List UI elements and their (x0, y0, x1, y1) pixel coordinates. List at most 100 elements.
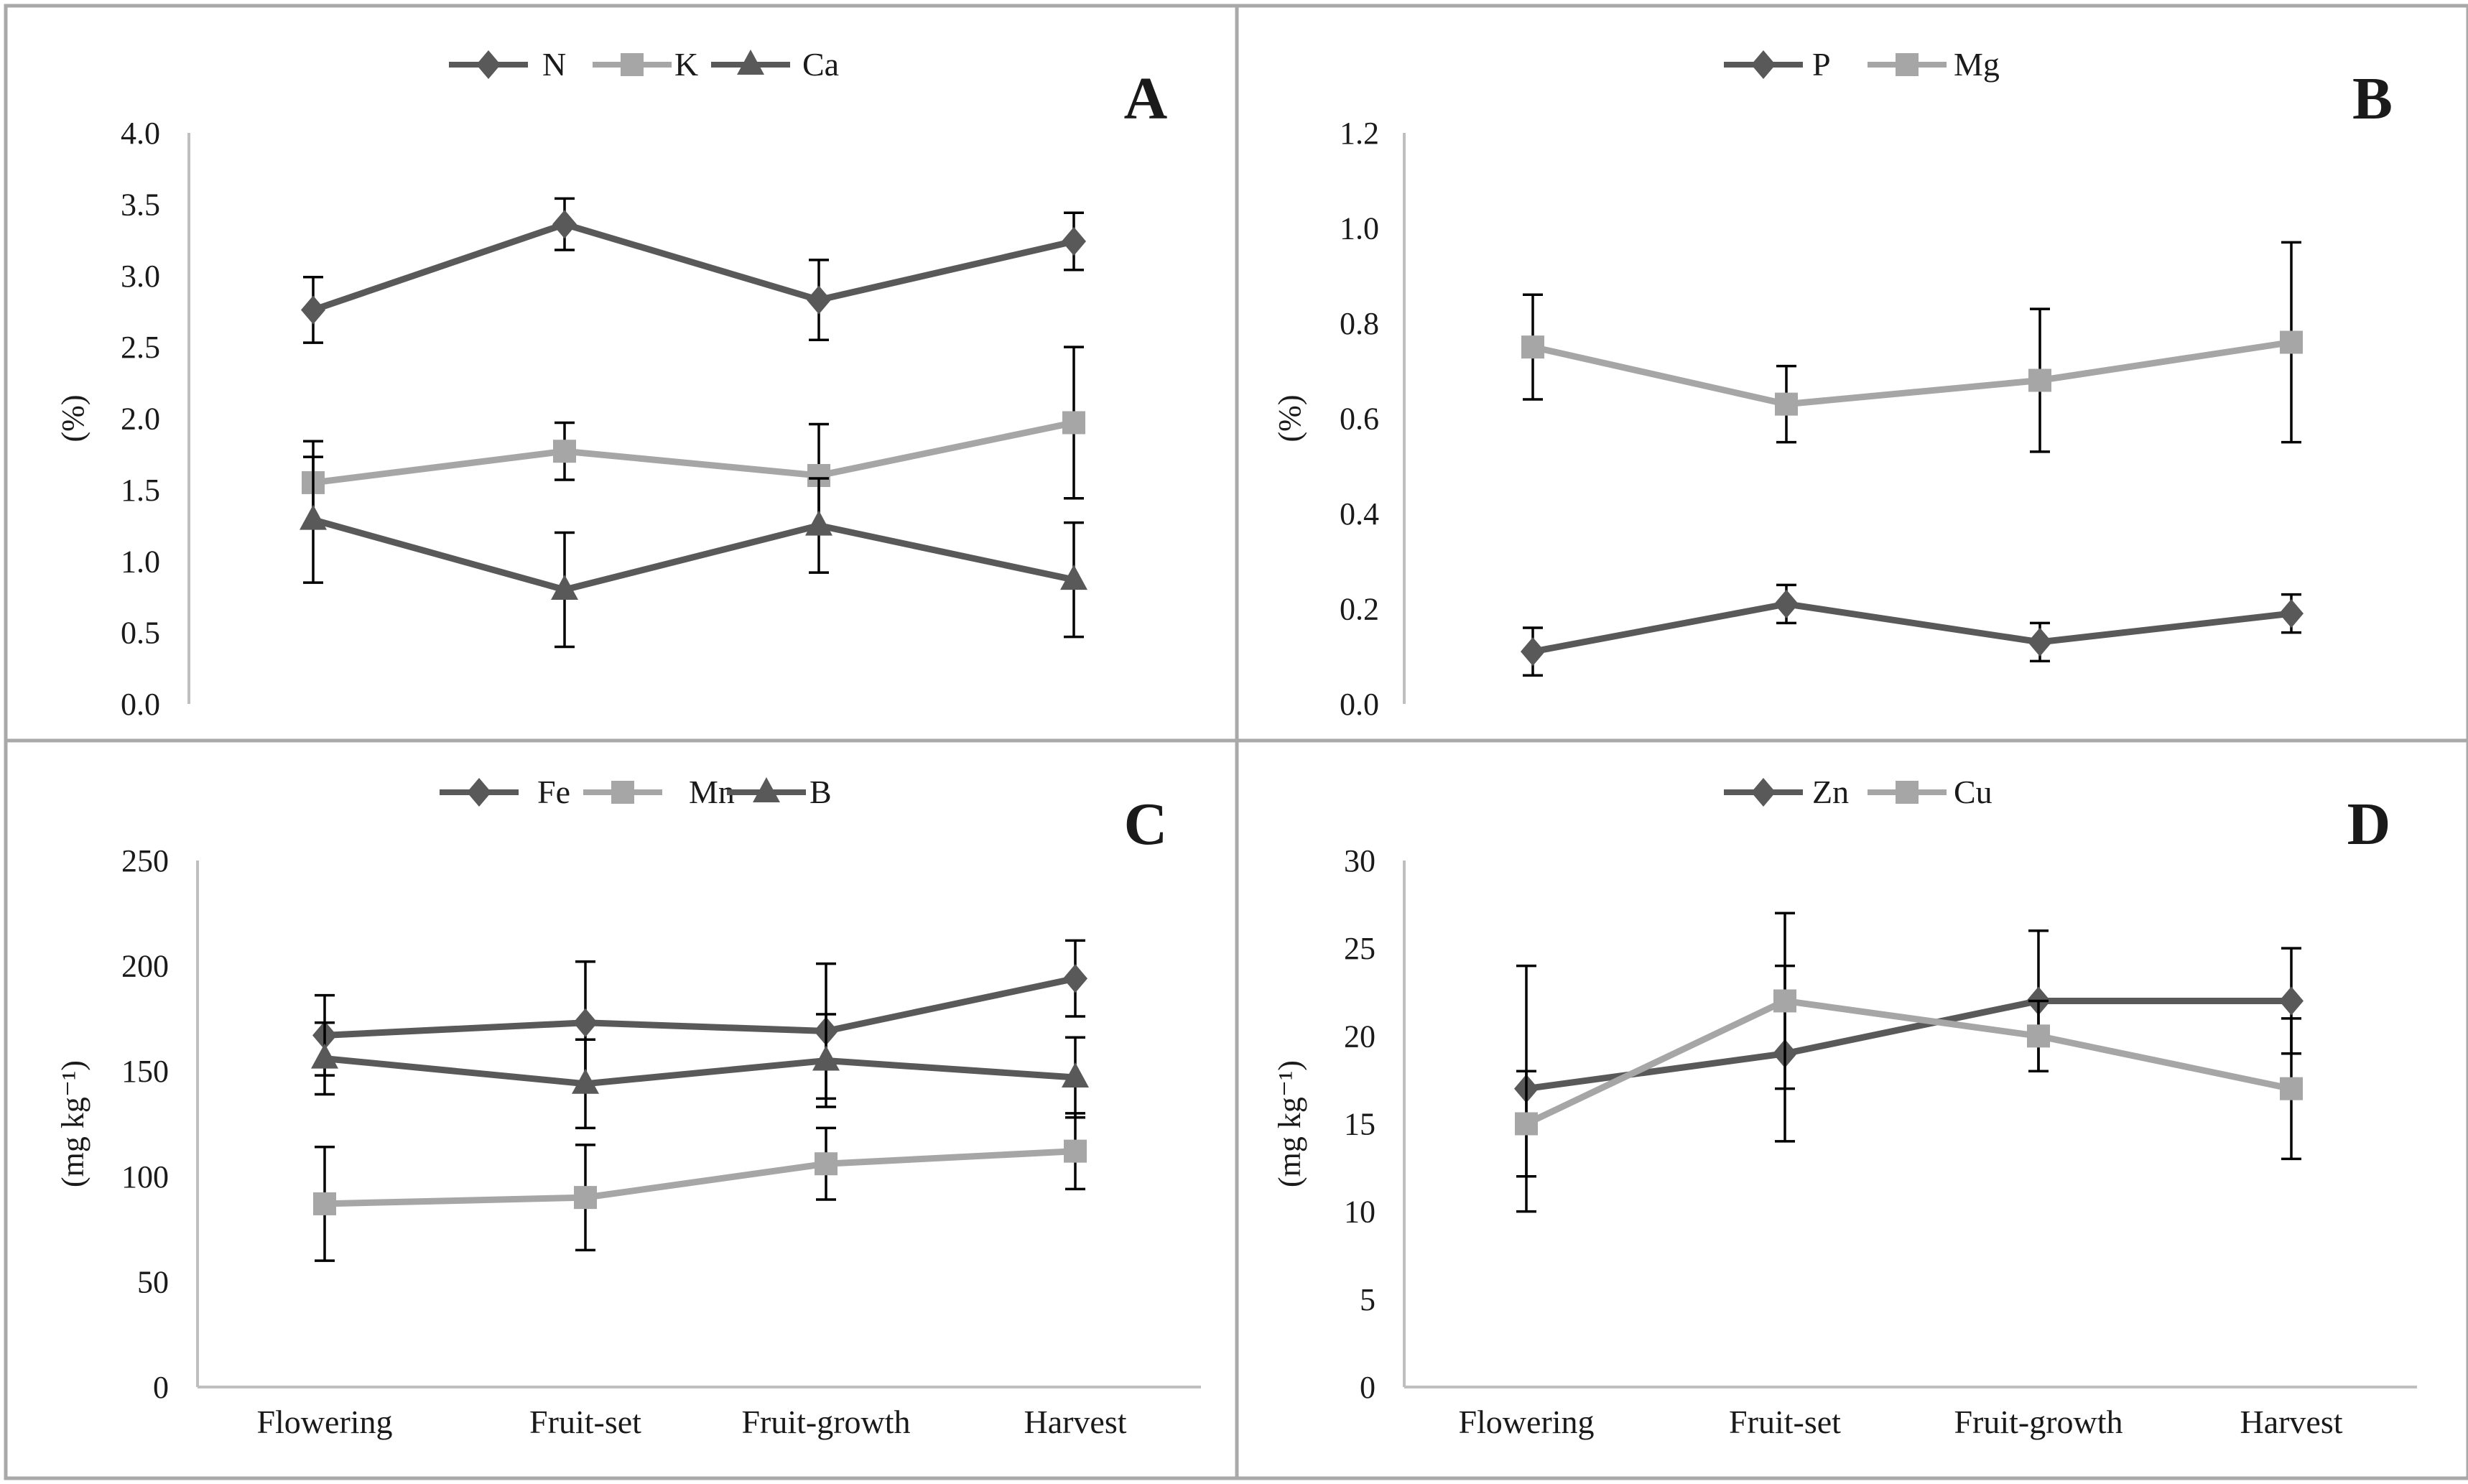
panel-d-y-axis-title: (mg kg⁻¹) (1272, 1060, 1307, 1187)
series-line (1526, 997, 2291, 1093)
panel-b-y-tick: 0.4 (1340, 496, 1379, 532)
legend-marker-square-icon (1896, 53, 1919, 76)
series-line (324, 975, 1076, 1039)
legend-label: Ca (802, 46, 839, 83)
data-point (2028, 368, 2051, 392)
panel-d-y-tick: 15 (1344, 1107, 1376, 1142)
series-cu (1515, 912, 2303, 1178)
data-point (1521, 637, 1545, 667)
data-point (553, 440, 576, 463)
panel-a-y-tick: 1.0 (121, 544, 160, 579)
legend-item-mg: Mg (1868, 46, 2000, 83)
series-line (312, 516, 1075, 593)
panel-a-y-tick: 4.0 (121, 116, 160, 151)
legend-marker-triangle-icon (737, 50, 764, 75)
panel-c-y-tick: 150 (121, 1054, 169, 1089)
panel-c-category-label: Fruit-set (529, 1404, 641, 1440)
panel-c-y-tick: 100 (121, 1159, 169, 1195)
legend-item-p: P (1724, 46, 1831, 83)
data-point (815, 1152, 838, 1176)
legend-marker-square-icon (621, 53, 644, 76)
data-point (311, 1043, 338, 1069)
panel-a-y-tick: 3.5 (121, 187, 160, 222)
panel-d-category-label: Fruit-set (1729, 1404, 1841, 1440)
legend-marker-diamond-icon (476, 50, 501, 79)
legend-marker-square-icon (611, 781, 634, 804)
panel-d-y-tick: 30 (1344, 843, 1376, 878)
series-mg (1521, 241, 2303, 453)
legend-marker-diamond-icon (1751, 778, 1776, 807)
data-point (1773, 989, 1796, 1013)
legend-label: Cu (1954, 774, 1993, 810)
series-line (312, 221, 1075, 313)
data-point (1515, 1112, 1538, 1136)
series-p (1521, 583, 2304, 677)
series-ca (300, 455, 1087, 649)
data-point (551, 575, 578, 600)
legend-marker-square-icon (1896, 781, 1919, 804)
series-line (1532, 600, 2292, 655)
series-n (301, 197, 1086, 344)
panel-d-category-label: Harvest (2240, 1404, 2342, 1440)
data-point (1060, 565, 1087, 590)
data-point (1062, 1062, 1089, 1088)
panel-b-y-tick: 0.2 (1340, 592, 1379, 627)
data-point (805, 510, 832, 536)
panel-c-y-tick: 250 (121, 843, 169, 878)
data-point (1521, 335, 1544, 359)
data-point (2280, 330, 2303, 354)
legend-marker-diamond-icon (1751, 50, 1776, 79)
legend-label: Zn (1812, 774, 1849, 810)
panel-a-y-tick: 0.5 (121, 616, 160, 651)
panel-a-y-tick: 3.0 (121, 259, 160, 294)
legend-marker-triangle-icon (753, 777, 780, 802)
data-point (574, 1186, 597, 1210)
panel-a-y-tick: 2.0 (121, 402, 160, 437)
panel-b: 0.0 0.2 0.4 0.6 0.8 1.0 1.2 (%) B P Mg (1235, 4, 2468, 743)
data-point (2028, 627, 2052, 657)
panel-c-y-tick: 0 (153, 1370, 169, 1405)
data-point (812, 1045, 840, 1071)
panel-c-category-label: Fruit-growth (741, 1404, 910, 1440)
legend-label: Fe (537, 774, 570, 810)
series-mn (313, 1112, 1087, 1262)
data-point (2027, 1024, 2050, 1048)
data-point (2279, 986, 2304, 1016)
panel-c-y-tick: 50 (137, 1264, 169, 1299)
legend-label: N (542, 46, 566, 83)
panel-d-y-tick: 0 (1360, 1370, 1376, 1405)
panel-c-category-label: Harvest (1024, 1404, 1126, 1440)
panel-a-y-axis-title: (%) (55, 395, 91, 442)
data-point (1774, 589, 1799, 618)
panel-d: 0 5 10 15 20 25 30 (mg kg⁻¹) Flowering Fruit-set F… (1235, 738, 2468, 1480)
legend-label: Mg (1954, 46, 2000, 83)
data-point (573, 1008, 598, 1037)
legend-item-b: B (727, 774, 832, 810)
data-point (807, 285, 831, 315)
data-point (313, 1192, 336, 1215)
panel-d-letter: D (2347, 791, 2391, 858)
panel-b-y-tick: 0.6 (1340, 402, 1379, 437)
panel-b-y-tick: 1.2 (1340, 116, 1379, 151)
panel-b-y-tick: 0.8 (1340, 306, 1379, 341)
legend-item-zn: Zn (1724, 774, 1849, 810)
panel-c-category-label: Flowering (256, 1404, 392, 1440)
panel-d-category-label: Fruit-growth (1954, 1404, 2123, 1440)
series-line (324, 1055, 1076, 1088)
panel-c: 0 50 100 150 200 250 (mg kg⁻¹) Flowering Fruit-s… (4, 738, 1239, 1480)
data-point (552, 210, 577, 239)
legend-label: P (1812, 46, 1831, 83)
series-line (324, 1148, 1076, 1207)
panel-b-letter: B (2352, 65, 2393, 132)
panel-a-letter: A (1124, 65, 1168, 132)
series-line (1525, 997, 2292, 1127)
panel-c-y-tick: 200 (121, 949, 169, 984)
legend-marker-diamond-icon (467, 778, 491, 807)
legend-item-n: N (449, 46, 566, 83)
series-b (311, 1013, 1089, 1130)
panel-c-y-axis-title: (mg kg⁻¹) (55, 1060, 91, 1187)
data-point (301, 295, 325, 325)
legend-label: B (809, 774, 832, 810)
data-point (1775, 392, 1798, 416)
